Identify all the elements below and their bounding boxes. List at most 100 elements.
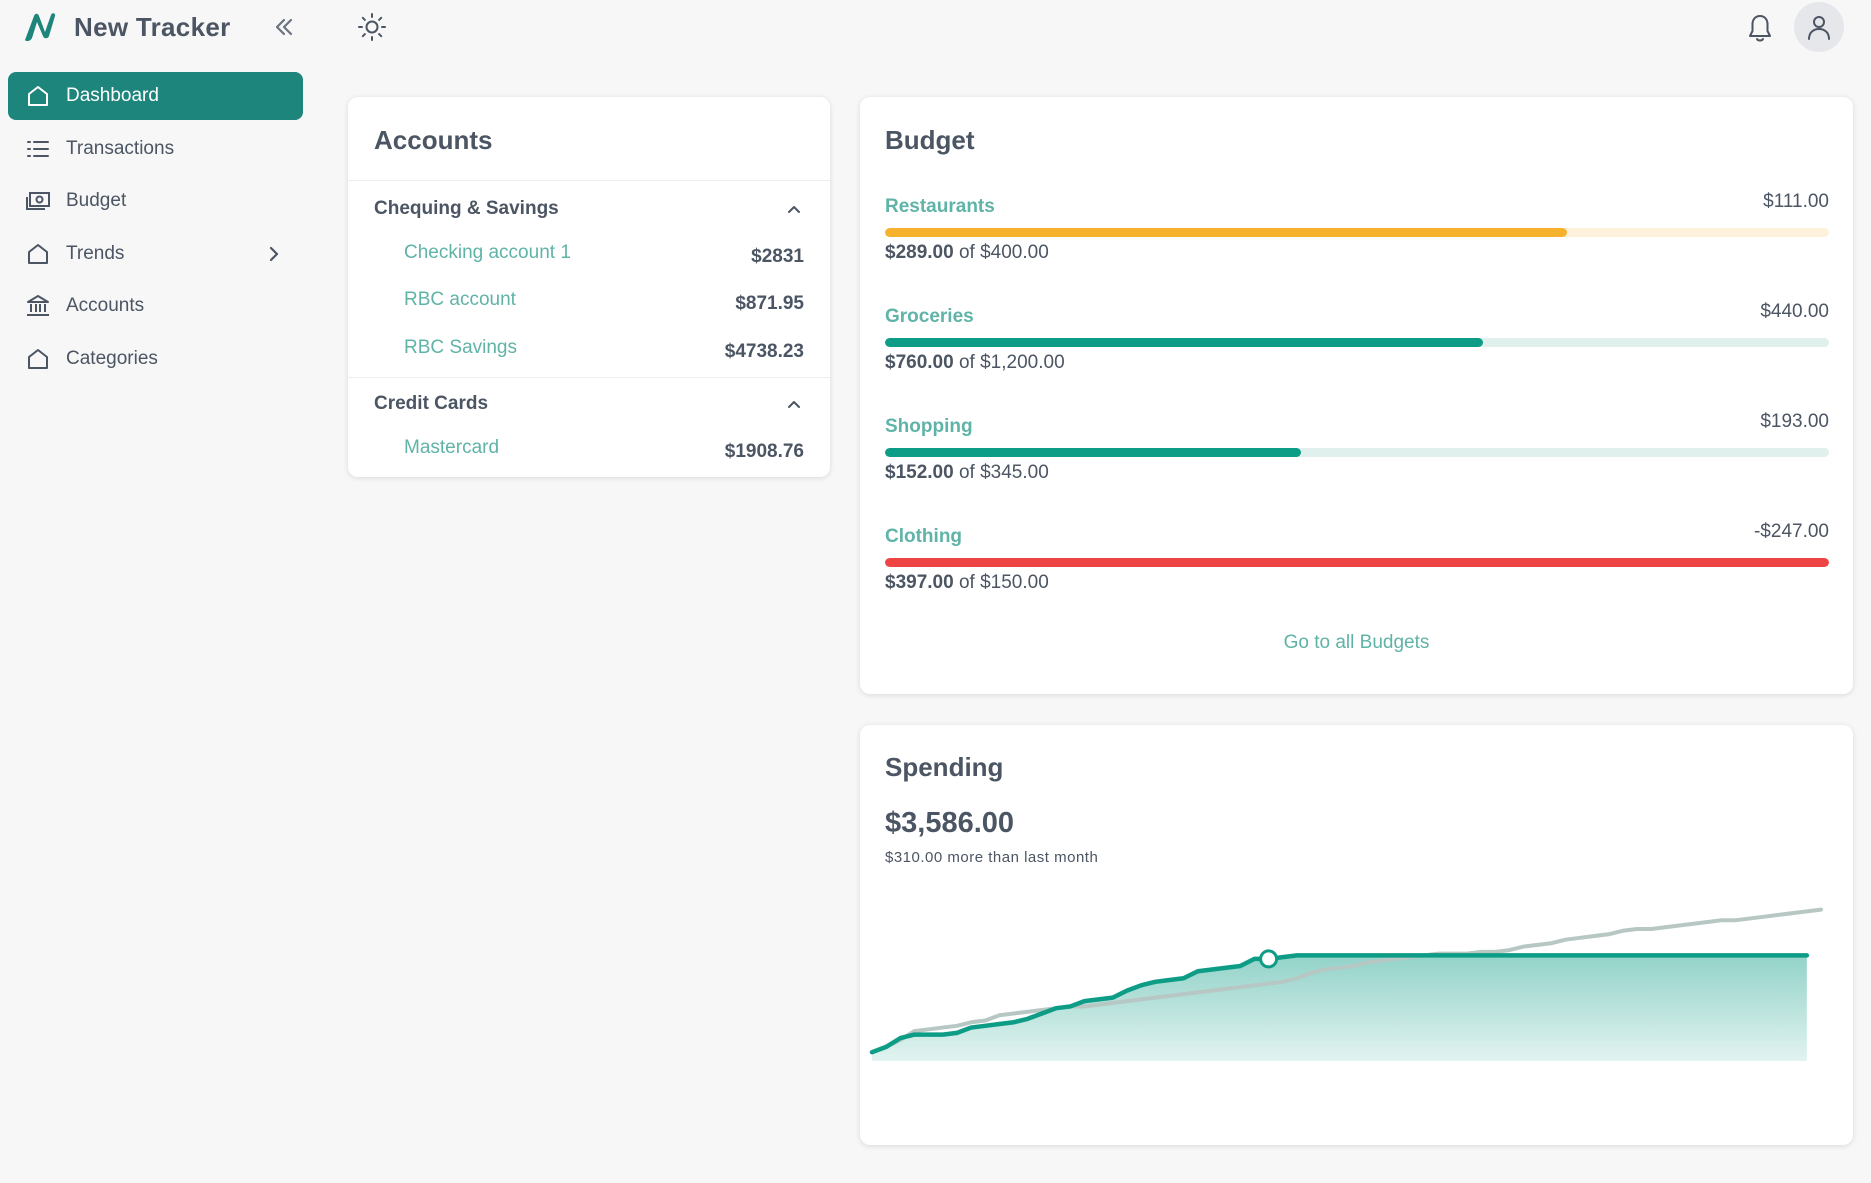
- account-name[interactable]: RBC account: [404, 289, 516, 310]
- budget-progress-fill: [885, 558, 1829, 567]
- budget-spent: $289.00: [885, 242, 954, 263]
- budget-spent: $397.00: [885, 572, 954, 593]
- budget-name: Restaurants: [885, 196, 995, 217]
- account-balance: $4738.23: [724, 341, 804, 362]
- bell-icon: [1749, 15, 1771, 42]
- of-text: of: [958, 352, 975, 373]
- group-title: Chequing & Savings: [374, 198, 559, 219]
- bank-icon: [24, 292, 52, 320]
- home-icon: [24, 82, 52, 110]
- divider: [348, 180, 830, 181]
- budget-item-groceries[interactable]: Groceries $440.00 $760.00 of $1,200.00: [885, 301, 1829, 386]
- budget-progress-track: [885, 338, 1829, 347]
- budget-item-clothing[interactable]: Clothing -$247.00 $397.00 of $150.00: [885, 521, 1829, 606]
- collapse-sidebar-button[interactable]: [270, 12, 298, 42]
- account-row[interactable]: RBC account $871.95: [404, 285, 804, 315]
- of-text: of: [958, 572, 975, 593]
- account-row[interactable]: RBC Savings $4738.23: [404, 333, 804, 363]
- sun-icon: [358, 13, 386, 41]
- group-credit-cards-toggle[interactable]: Credit Cards: [374, 389, 804, 419]
- app-name: New Tracker: [74, 11, 231, 42]
- chevrons-left-icon: [275, 18, 293, 36]
- budget-title: Budget: [885, 125, 975, 155]
- brand[interactable]: New Tracker: [22, 10, 231, 44]
- sidebar-nav: Dashboard Transactions Budget Trends Acc…: [8, 72, 303, 387]
- budget-remaining: $193.00: [1760, 411, 1829, 432]
- money-icon: [24, 187, 52, 215]
- account-row[interactable]: Checking account 1 $2831: [404, 238, 804, 268]
- budget-item-restaurants[interactable]: Restaurants $111.00 $289.00 of $400.00: [885, 191, 1829, 276]
- group-title: Credit Cards: [374, 393, 489, 414]
- budget-progress-fill: [885, 228, 1568, 237]
- budget-limit: $150.00: [980, 572, 1049, 593]
- spending-card: Spending $3,586.00 $310.00 more than las…: [860, 725, 1853, 1145]
- sidebar-item-transactions[interactable]: Transactions: [8, 125, 303, 173]
- theme-toggle-button[interactable]: [357, 12, 387, 42]
- budget-progress-track: [885, 558, 1829, 567]
- user-avatar-button[interactable]: [1794, 2, 1844, 52]
- accounts-card: Accounts Chequing & Savings Checking acc…: [348, 97, 830, 477]
- spending-delta: $310.00 more than last month: [885, 849, 1099, 866]
- sidebar-item-budget[interactable]: Budget: [8, 177, 303, 225]
- sidebar-item-trends[interactable]: Trends: [8, 230, 303, 278]
- budget-limit: $400.00: [980, 242, 1049, 263]
- divider: [348, 377, 830, 378]
- home-icon: [24, 240, 52, 268]
- spending-area: [872, 955, 1807, 1061]
- sidebar-item-dashboard[interactable]: Dashboard: [8, 72, 303, 120]
- account-name[interactable]: RBC Savings: [404, 337, 517, 358]
- sidebar-item-label: Trends: [66, 242, 125, 264]
- budget-amount: $760.00 of $1,200.00: [885, 352, 1065, 374]
- budget-progress-fill: [885, 448, 1301, 457]
- account-balance: $871.95: [735, 293, 804, 314]
- group-chequing-savings-toggle[interactable]: Chequing & Savings: [374, 194, 804, 224]
- top-bar: New Tracker: [0, 0, 1871, 54]
- sidebar-item-accounts[interactable]: Accounts: [8, 282, 303, 330]
- budget-name: Clothing: [885, 526, 963, 547]
- budget-progress-track: [885, 228, 1829, 237]
- budget-progress-track: [885, 448, 1829, 457]
- budget-card: Budget Restaurants $111.00 $289.00 of $4…: [860, 97, 1853, 694]
- budget-remaining: $440.00: [1760, 301, 1829, 322]
- budget-limit: $345.00: [980, 462, 1049, 483]
- budget-item-shopping[interactable]: Shopping $193.00 $152.00 of $345.00: [885, 411, 1829, 496]
- of-text: of: [958, 242, 975, 263]
- sidebar-item-label: Categories: [66, 347, 158, 369]
- budget-amount: $152.00 of $345.00: [885, 462, 1049, 484]
- sidebar-item-label: Dashboard: [66, 85, 159, 106]
- user-icon: [1808, 16, 1830, 40]
- chevron-up-icon: [788, 401, 800, 408]
- budget-remaining: $111.00: [1763, 191, 1829, 212]
- budget-name: Groceries: [885, 306, 974, 327]
- budget-spent: $152.00: [885, 462, 954, 483]
- budget-limit: $1,200.00: [980, 352, 1065, 373]
- current-day-marker[interactable]: [1259, 949, 1279, 969]
- spending-chart: [869, 907, 1823, 1061]
- chevron-right-icon: [269, 246, 279, 261]
- account-balance: $1908.76: [724, 441, 804, 462]
- budget-amount: $397.00 of $150.00: [885, 572, 1049, 594]
- sidebar-item-label: Accounts: [66, 295, 145, 316]
- account-balance: $2831: [751, 246, 804, 267]
- account-name[interactable]: Mastercard: [404, 437, 500, 458]
- budget-spent: $760.00: [885, 352, 954, 373]
- last-month-line: [870, 907, 1823, 1055]
- budget-name: Shopping: [885, 416, 973, 437]
- sidebar-item-categories[interactable]: Categories: [8, 335, 303, 383]
- notifications-button[interactable]: [1745, 12, 1775, 44]
- budget-remaining: -$247.00: [1753, 521, 1829, 542]
- home-icon: [24, 345, 52, 373]
- all-budgets-link[interactable]: Go to all Budgets: [1283, 632, 1430, 653]
- spending-title: Spending: [885, 752, 1004, 782]
- chevron-up-icon: [788, 206, 800, 213]
- logo-icon: [25, 13, 56, 42]
- account-name[interactable]: Checking account 1: [404, 242, 571, 263]
- budget-amount: $289.00 of $400.00: [885, 242, 1049, 264]
- spending-total: $3,586.00: [885, 807, 1015, 839]
- this-month-line: [869, 953, 1810, 1055]
- sidebar-item-label: Budget: [66, 190, 127, 211]
- account-row[interactable]: Mastercard $1908.76: [404, 433, 804, 463]
- accounts-title: Accounts: [374, 125, 493, 155]
- sidebar-item-label: Transactions: [66, 137, 175, 159]
- list-icon: [24, 135, 52, 163]
